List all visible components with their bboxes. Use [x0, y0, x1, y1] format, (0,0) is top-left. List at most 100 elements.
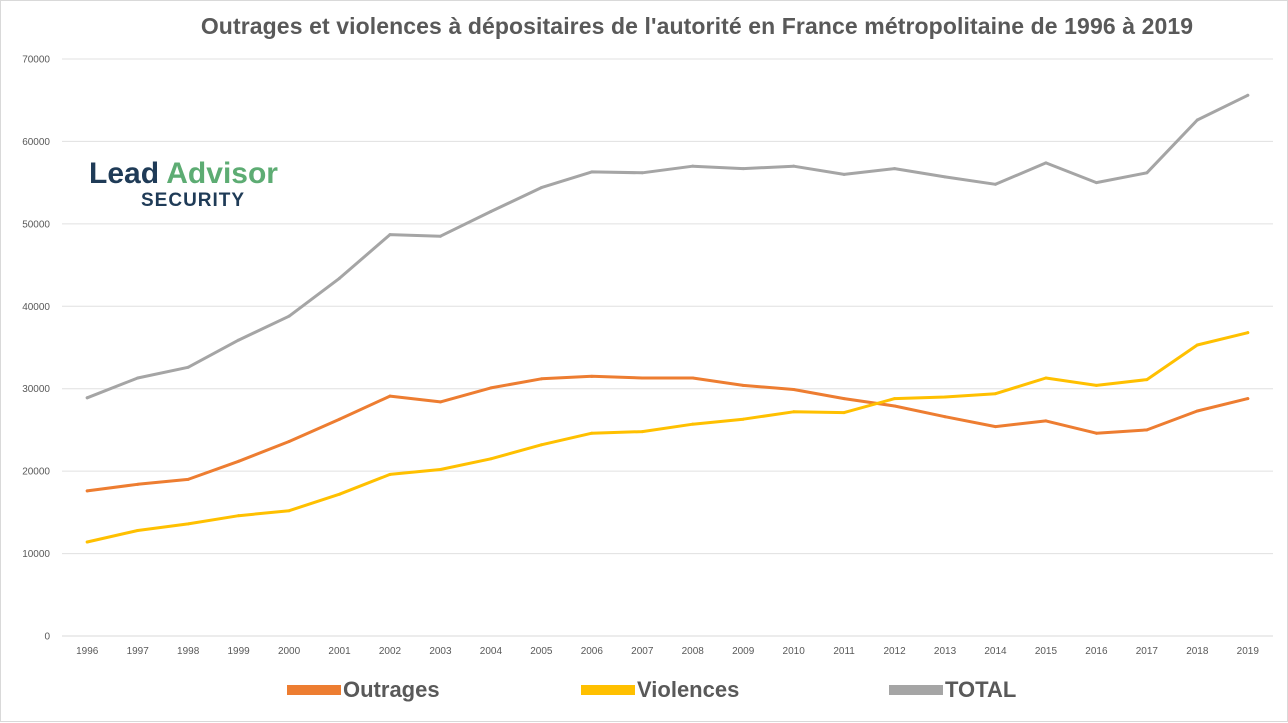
- x-tick-label: 1999: [227, 646, 250, 657]
- data-point-total: [388, 233, 392, 237]
- data-point-outrages: [1195, 409, 1199, 413]
- chart-title: Outrages et violences à dépositaires de …: [200, 13, 1194, 39]
- data-point-outrages: [338, 417, 342, 421]
- chart-legend: Outrages Violences TOTAL: [1, 677, 1288, 707]
- x-tick-label: 2018: [1186, 646, 1209, 657]
- y-tick-label: 30000: [22, 384, 50, 395]
- data-point-outrages: [1145, 428, 1149, 432]
- data-point-violences: [539, 443, 543, 447]
- data-point-total: [741, 167, 745, 171]
- data-point-outrages: [993, 425, 997, 429]
- data-point-total: [943, 175, 947, 179]
- data-point-total: [993, 182, 997, 186]
- legend-label-violences: Violences: [637, 677, 740, 702]
- data-point-violences: [1044, 376, 1048, 380]
- y-tick-label: 40000: [22, 302, 50, 313]
- legend-swatch-total: [889, 685, 943, 695]
- data-point-violences: [237, 514, 241, 518]
- data-point-outrages: [85, 489, 89, 493]
- data-point-violences: [842, 411, 846, 415]
- data-point-violences: [338, 492, 342, 496]
- data-point-total: [237, 338, 241, 342]
- data-point-outrages: [691, 376, 695, 380]
- data-point-violences: [691, 422, 695, 426]
- data-point-total: [136, 376, 140, 380]
- x-tick-label: 2016: [1085, 646, 1108, 657]
- data-point-total: [640, 171, 644, 175]
- data-point-total: [842, 172, 846, 176]
- data-point-total: [590, 170, 594, 174]
- y-tick-label: 60000: [22, 137, 50, 148]
- y-tick-label: 20000: [22, 467, 50, 478]
- legend-item-total: TOTAL: [889, 677, 1016, 703]
- legend-label-total: TOTAL: [945, 677, 1017, 702]
- y-tick-label: 0: [44, 632, 50, 643]
- x-tick-label: 1996: [76, 646, 99, 657]
- data-point-outrages: [539, 377, 543, 381]
- legend-item-violences: Violences: [581, 677, 739, 703]
- x-tick-label: 1998: [177, 646, 200, 657]
- data-point-total: [186, 365, 190, 369]
- data-point-violences: [136, 528, 140, 532]
- data-point-outrages: [438, 400, 442, 404]
- data-point-violences: [792, 410, 796, 414]
- data-point-outrages: [943, 415, 947, 419]
- data-point-total: [792, 164, 796, 168]
- x-tick-label: 2001: [328, 646, 351, 657]
- data-point-violences: [287, 509, 291, 513]
- data-point-outrages: [893, 404, 897, 408]
- data-point-outrages: [842, 397, 846, 401]
- data-point-outrages: [136, 482, 140, 486]
- legend-swatch-violences: [581, 685, 635, 695]
- data-point-violences: [388, 472, 392, 476]
- data-point-violences: [85, 540, 89, 544]
- data-point-violences: [993, 392, 997, 396]
- data-point-violences: [741, 417, 745, 421]
- data-point-outrages: [388, 394, 392, 398]
- data-point-outrages: [741, 383, 745, 387]
- x-tick-label: 2015: [1035, 646, 1058, 657]
- series-line-total: [85, 93, 1250, 400]
- x-tick-label: 2005: [530, 646, 553, 657]
- y-tick-label: 10000: [22, 549, 50, 560]
- data-point-total: [438, 234, 442, 238]
- series-line-outrages: [85, 374, 1250, 493]
- x-tick-label: 2012: [883, 646, 906, 657]
- x-tick-label: 1997: [127, 646, 150, 657]
- data-point-violences: [186, 522, 190, 526]
- data-point-total: [1145, 171, 1149, 175]
- data-point-violences: [893, 397, 897, 401]
- data-point-outrages: [792, 388, 796, 392]
- data-point-violences: [590, 431, 594, 435]
- x-tick-label: 2009: [732, 646, 755, 657]
- x-tick-label: 2003: [429, 646, 452, 657]
- data-point-total: [1195, 118, 1199, 122]
- data-point-violences: [943, 395, 947, 399]
- data-point-total: [691, 164, 695, 168]
- data-point-total: [489, 209, 493, 213]
- data-point-outrages: [287, 439, 291, 443]
- data-point-total: [338, 276, 342, 280]
- x-tick-label: 2004: [480, 646, 503, 657]
- data-point-outrages: [1044, 419, 1048, 423]
- data-point-total: [539, 186, 543, 190]
- x-tick-label: 2000: [278, 646, 301, 657]
- legend-item-outrages: Outrages: [287, 677, 440, 703]
- data-point-violences: [1195, 343, 1199, 347]
- data-point-total: [893, 167, 897, 171]
- data-point-violences: [489, 457, 493, 461]
- logo-advisor-text: Advisor: [166, 157, 278, 190]
- data-point-violences: [1094, 383, 1098, 387]
- data-point-outrages: [237, 459, 241, 463]
- x-tick-label: 2006: [581, 646, 604, 657]
- data-point-outrages: [1094, 431, 1098, 435]
- logo-security-text: SECURITY: [141, 190, 246, 211]
- x-tick-label: 2013: [934, 646, 957, 657]
- legend-label-outrages: Outrages: [343, 677, 440, 702]
- x-tick-label: 2008: [682, 646, 705, 657]
- data-point-outrages: [640, 376, 644, 380]
- data-point-outrages: [1246, 397, 1250, 401]
- y-tick-label: 70000: [22, 55, 50, 66]
